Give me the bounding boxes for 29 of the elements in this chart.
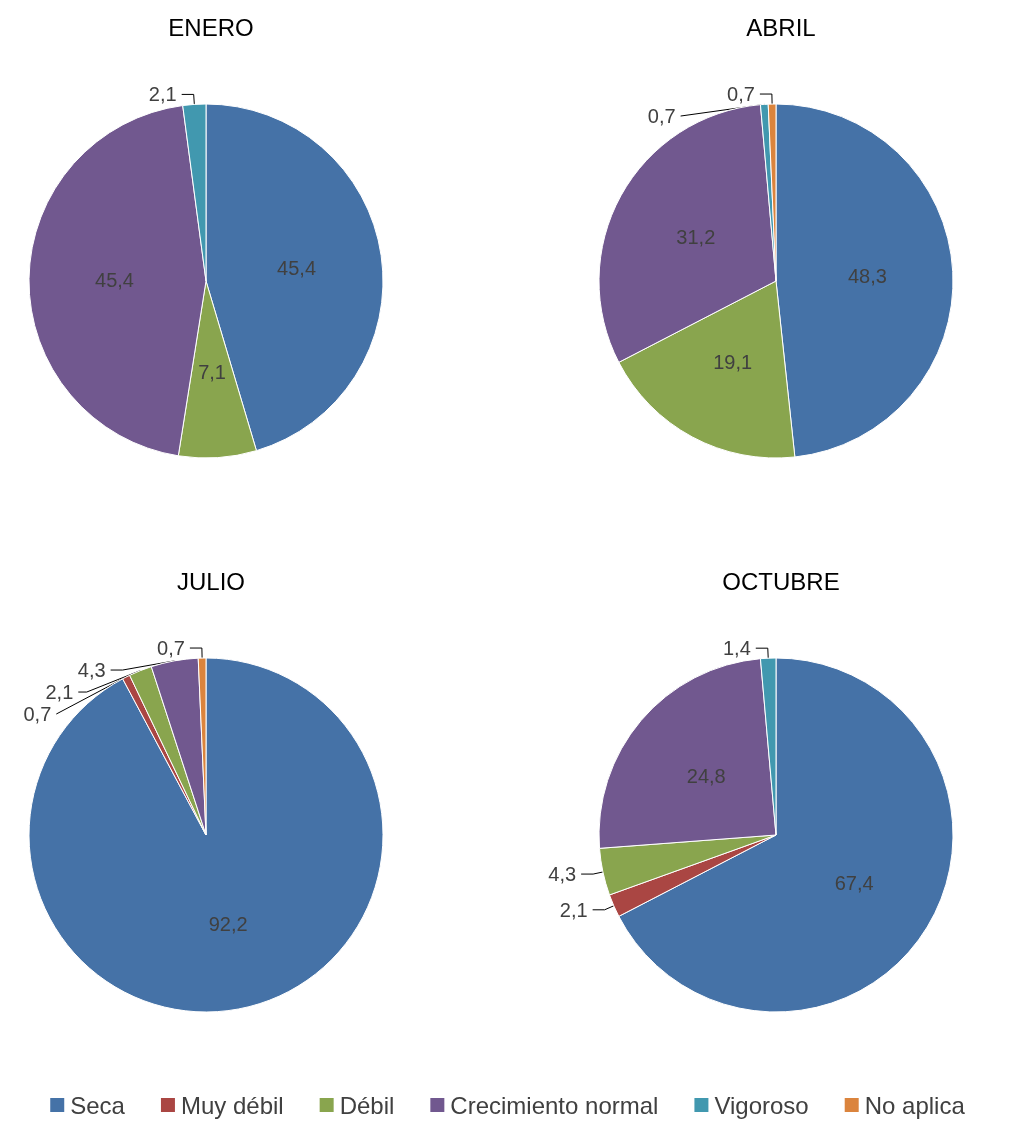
legend-label: Débil <box>339 1091 395 1119</box>
data-label: 0,7 <box>647 105 676 128</box>
legend-label: Crecimiento normal <box>450 1091 659 1119</box>
data-label: 24,8 <box>686 764 726 787</box>
legend-label: No aplica <box>864 1091 966 1119</box>
data-label: 31,2 <box>676 225 716 248</box>
data-label: 45,4 <box>95 268 134 291</box>
data-label: 67,4 <box>834 871 874 894</box>
data-label: 48,3 <box>847 265 887 288</box>
chart-title: JULIO <box>176 567 246 595</box>
data-label: 0,7 <box>157 637 185 660</box>
data-label: 0,7 <box>727 83 755 106</box>
data-label: 7,1 <box>198 361 226 384</box>
legend-label: Vigoroso <box>714 1091 809 1119</box>
data-label: 19,1 <box>713 350 753 373</box>
data-label: 45,4 <box>277 256 317 279</box>
legend-label: Muy débil <box>180 1091 284 1119</box>
data-label: 1,4 <box>722 637 751 660</box>
data-label: 92,2 <box>208 912 248 935</box>
data-label: 0,7 <box>23 703 52 726</box>
chart-title: OCTUBRE <box>722 567 840 595</box>
data-label: 2,1 <box>148 83 177 106</box>
chart-title: ABRIL <box>746 13 816 41</box>
data-label: 2,1 <box>559 898 588 921</box>
data-label: 2,1 <box>45 681 74 704</box>
data-label: 4,3 <box>548 863 577 886</box>
data-label: 4,3 <box>77 659 106 682</box>
legend-label: Seca <box>70 1091 126 1119</box>
chart-title: ENERO <box>168 13 254 41</box>
